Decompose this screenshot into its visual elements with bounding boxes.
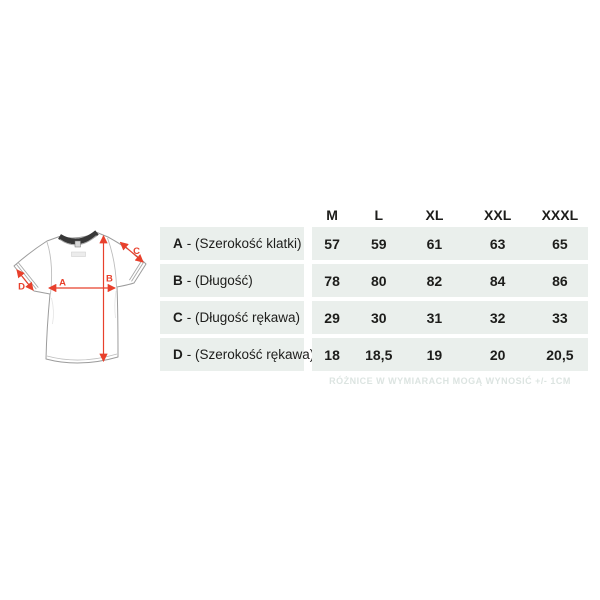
cell-value: 59 xyxy=(370,235,387,252)
row-label: - (Szerokość klatki) xyxy=(186,236,302,251)
right-cuff-band xyxy=(129,260,144,282)
row-values-d: 18 18,5 19 20 20,5 xyxy=(312,338,588,371)
measure-label-a: A xyxy=(59,278,66,289)
fold-lines xyxy=(51,290,117,325)
tshirt-diagram: A B C D xyxy=(8,215,158,375)
cell-value: 61 xyxy=(426,235,443,252)
row-label-a: A - (Szerokość klatki) xyxy=(160,227,304,260)
row-key: A xyxy=(173,236,183,251)
row-gap xyxy=(304,227,312,260)
row-values-c: 29 30 31 32 33 xyxy=(312,301,588,334)
row-values-a: 57 59 61 63 65 xyxy=(312,227,588,260)
size-column-header-xxxl: XXXL xyxy=(541,207,579,223)
row-gap xyxy=(304,301,312,334)
row-label-b: B - (Długość) xyxy=(160,264,304,297)
size-column-header-xxl: XXL xyxy=(484,207,512,223)
measure-label-b: B xyxy=(106,274,113,285)
row-label-c: C - (Długość rękawa) xyxy=(160,301,304,334)
chest-label xyxy=(71,251,86,257)
cell-value: 82 xyxy=(426,272,443,289)
size-column-header-l: L xyxy=(374,207,384,223)
size-column-header-m: M xyxy=(326,207,338,223)
row-label: - (Szerokość rękawa) xyxy=(186,347,315,362)
row-values-b: 78 80 82 84 86 xyxy=(312,264,588,297)
cell-value: 18 xyxy=(324,346,340,363)
row-key: B xyxy=(173,273,183,288)
row-key: C xyxy=(173,310,183,325)
cell-value: 20,5 xyxy=(546,346,574,363)
hem-stitch xyxy=(46,353,118,361)
row-label-d: D - (Szerokość rękawa) xyxy=(160,338,314,371)
cell-value: 57 xyxy=(324,235,340,252)
row-key: D xyxy=(173,347,183,362)
measure-label-d: D xyxy=(18,282,25,293)
cell-value: 80 xyxy=(370,272,387,289)
cell-value: 33 xyxy=(552,309,568,326)
collar-tag xyxy=(74,240,81,248)
cell-value: 65 xyxy=(552,235,568,252)
cell-value: 31 xyxy=(426,309,443,326)
row-label: - (Długość) xyxy=(186,273,253,288)
table-row-a: A - (Szerokość klatki) 57 59 61 63 65 xyxy=(160,227,588,260)
cell-value: 32 xyxy=(489,309,506,326)
right-armhole-seam xyxy=(107,237,117,288)
row-gap xyxy=(304,264,312,297)
tolerance-footnote: RÓŻNICE W WYMIARACH MOGĄ WYNOSIĆ +/- 1CM xyxy=(329,376,571,386)
cell-value: 30 xyxy=(370,309,387,326)
cell-value: 19 xyxy=(426,346,443,363)
cell-value: 63 xyxy=(489,235,506,252)
cell-value: 29 xyxy=(324,309,340,326)
cell-value: 78 xyxy=(324,272,340,289)
row-gap xyxy=(304,338,312,371)
measure-arrow-d xyxy=(16,269,34,291)
tshirt-outline xyxy=(13,232,147,364)
cell-value: 20 xyxy=(489,346,506,363)
row-label: - (Długość rękawa) xyxy=(186,310,301,325)
cell-value: 86 xyxy=(552,272,568,289)
table-row-c: C - (Długość rękawa) 29 30 31 32 33 xyxy=(160,301,588,334)
measure-arrow-c xyxy=(119,241,144,263)
size-header-row: M L XL XXL XXXL xyxy=(312,203,588,227)
size-table: M L XL XXL XXXL A - (Szerokość klatki) 5… xyxy=(160,203,588,375)
measure-label-c: C xyxy=(133,246,140,257)
table-row-b: B - (Długość) 78 80 82 84 86 xyxy=(160,264,588,297)
cell-value: 84 xyxy=(489,272,506,289)
size-column-header-xl: XL xyxy=(425,207,444,223)
table-row-d: D - (Szerokość rękawa) 18 18,5 19 20 20,… xyxy=(160,338,588,371)
cell-value: 18,5 xyxy=(365,346,393,363)
tshirt-illustration: A B C D xyxy=(13,230,147,364)
